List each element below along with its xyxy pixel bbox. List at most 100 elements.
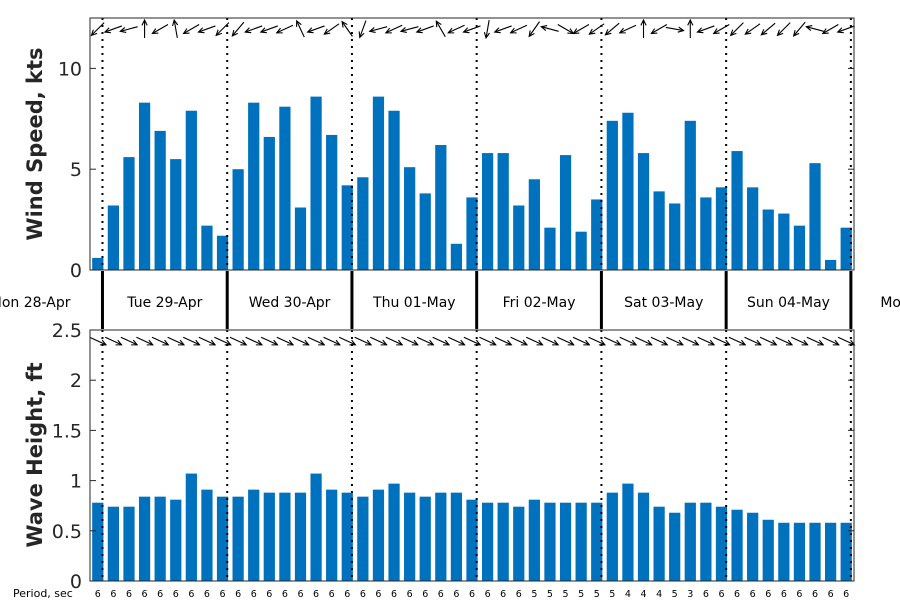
day-label: Sun 04-May: [747, 295, 830, 311]
wave-arrow: [494, 336, 513, 346]
wind-bar: [185, 110, 197, 271]
wind-y-axis-ticks: 0 5 10: [58, 58, 854, 282]
period-value: 6: [126, 589, 132, 600]
wave-bar: [154, 496, 166, 581]
wind-arrow: [744, 23, 761, 35]
wave-arrow: [89, 336, 108, 346]
wind-arrow: [399, 26, 419, 33]
wind-arrow: [447, 24, 465, 34]
period-value: 6: [142, 589, 148, 600]
day-label: Fri 02-May: [503, 295, 576, 311]
period-value: 6: [438, 589, 444, 600]
wave-arrow: [510, 336, 529, 346]
wave-bar: [107, 506, 119, 581]
wind-arrow: [528, 21, 540, 38]
wave-bar: [575, 502, 587, 581]
wind-bar: [372, 96, 385, 271]
wind-arrow: [509, 24, 528, 34]
wave-arrow: [292, 336, 310, 346]
period-value: 6: [251, 589, 257, 600]
wave-arrow: [635, 336, 653, 346]
wave-arrow: [666, 336, 684, 346]
wave-bar: [310, 473, 322, 581]
wave-bar: [123, 506, 135, 581]
wave-arrow: [557, 336, 575, 346]
period-title: Period, sec: [13, 587, 73, 600]
wave-arrow: [448, 336, 466, 346]
wind-bar: [653, 191, 665, 270]
period-value: 6: [828, 589, 834, 600]
period-value: 5: [578, 589, 584, 600]
wind-arrow: [836, 25, 855, 34]
period-value: 4: [640, 589, 646, 600]
wind-y-tick-label: 10: [58, 58, 82, 80]
period-value: 6: [765, 589, 771, 600]
wave-bar: [731, 509, 743, 581]
period-value: 6: [750, 589, 756, 600]
period-value: 6: [781, 589, 787, 600]
wind-bar: [606, 120, 618, 270]
wind-plot-frame: [89, 17, 855, 271]
period-value: 5: [563, 589, 569, 600]
wind-arrow: [259, 25, 278, 34]
wind-bar: [92, 257, 104, 270]
wave-arrow: [822, 336, 840, 346]
wave-arrow: [338, 336, 357, 346]
wave-bar: [637, 492, 650, 581]
wind-arrow: [90, 22, 105, 37]
wind-arrow: [618, 24, 637, 34]
wave-bar: [263, 492, 275, 581]
wind-arrow: [792, 21, 806, 37]
wave-arrow: [603, 336, 622, 346]
wind-bar: [201, 225, 213, 270]
wave-bar: [591, 502, 603, 581]
wave-bar: [684, 502, 696, 581]
wave-arrow: [120, 336, 139, 346]
wind-y-tick-label: 0: [70, 260, 82, 282]
wave-bar: [513, 506, 525, 581]
wave-arrow: [370, 336, 388, 346]
wind-y-tick-label: 5: [70, 159, 82, 181]
wind-arrow: [415, 25, 434, 34]
wind-bar: [404, 167, 416, 270]
wind-arrow: [215, 22, 230, 37]
wind-bar: [481, 153, 494, 270]
wave-y-tick-label: 0: [70, 571, 82, 593]
wind-bar: [793, 225, 806, 270]
wind-arrow: [665, 26, 685, 33]
wave-bar: [92, 502, 104, 581]
wave-bar: [450, 492, 463, 581]
period-value: 6: [843, 589, 849, 600]
wave-arrow: [744, 336, 762, 346]
wave-direction-arrows: [89, 336, 856, 346]
wave-bar: [294, 492, 307, 581]
wind-arrow: [493, 25, 512, 34]
wave-bar: [404, 492, 416, 581]
wave-arrow: [401, 336, 419, 346]
wave-arrow: [385, 336, 404, 346]
wind-arrow: [640, 18, 647, 38]
wind-bar: [575, 231, 587, 270]
wind-bar: [123, 157, 135, 270]
wind-arrow: [604, 22, 620, 36]
period-value: 6: [407, 589, 413, 600]
wind-bar: [715, 187, 728, 270]
wind-arrow: [540, 25, 559, 32]
wind-bar: [809, 163, 821, 270]
wave-bar: [840, 522, 852, 581]
wave-bar: [669, 512, 681, 581]
wave-bar: [341, 492, 353, 581]
wave-arrow: [354, 336, 373, 346]
wind-bar: [216, 235, 229, 270]
wind-bar: [107, 205, 119, 270]
wave-arrow: [214, 336, 232, 346]
wind-arrow: [712, 24, 730, 35]
period-value: 6: [375, 589, 381, 600]
wave-bar: [419, 496, 431, 581]
wind-bar: [341, 185, 353, 270]
wave-arrow: [713, 336, 731, 346]
period-value: 5: [672, 589, 678, 600]
wind-arrow: [296, 19, 305, 38]
wave-bar: [216, 496, 229, 581]
day-label-band: Mon 28-Apr Tue 29-Apr Wed 30-Apr Thu 01-May…: [0, 271, 900, 329]
